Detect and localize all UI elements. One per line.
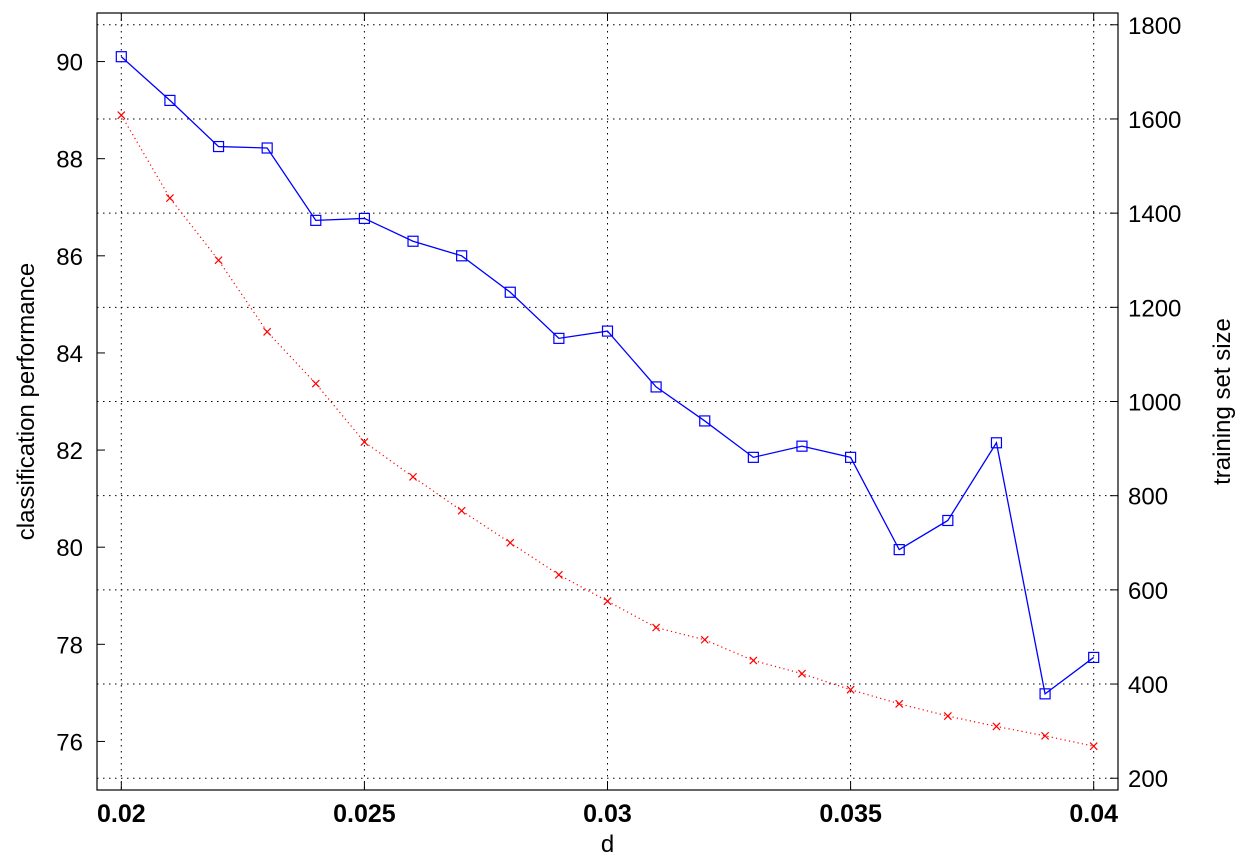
series-1-point-stroke bbox=[943, 712, 952, 721]
series-1-point bbox=[117, 111, 126, 120]
series-0-point bbox=[358, 212, 371, 225]
y-tick-label: 88 bbox=[56, 147, 83, 174]
series-0-point bbox=[796, 440, 808, 452]
series-1-point-stroke bbox=[554, 570, 563, 579]
series-0-point bbox=[844, 451, 857, 463]
series-1-point bbox=[603, 597, 612, 606]
series-0-point bbox=[407, 235, 419, 247]
series-1-point-stroke bbox=[457, 506, 466, 515]
y2-tick-label: 600 bbox=[1128, 578, 1168, 605]
series-1-point bbox=[457, 506, 466, 515]
series-1-point bbox=[992, 722, 1001, 731]
series-1-point bbox=[554, 570, 563, 579]
series-1-point bbox=[165, 194, 174, 203]
series-1-point-stroke bbox=[992, 722, 1001, 731]
series-0-point bbox=[310, 214, 322, 226]
series-1-point-stroke bbox=[1041, 731, 1050, 740]
y-tick-label: 82 bbox=[56, 438, 83, 465]
series-1-point bbox=[408, 472, 418, 481]
series-1-line bbox=[120, 114, 1094, 747]
grid bbox=[97, 13, 1118, 790]
series-1-point bbox=[749, 656, 758, 665]
series-1-point-stroke bbox=[214, 256, 223, 265]
series-1-point bbox=[506, 538, 515, 547]
x-axis-label: d bbox=[601, 831, 614, 858]
series-1-point-stroke bbox=[749, 656, 758, 665]
series-0-point bbox=[1088, 651, 1100, 664]
series-0-point bbox=[212, 140, 225, 153]
series-1-point bbox=[263, 327, 272, 336]
y2-tick-label: 1000 bbox=[1128, 390, 1181, 417]
y-tick-label: 86 bbox=[56, 244, 83, 271]
y2-tick-label: 200 bbox=[1128, 766, 1168, 793]
series-1-point bbox=[846, 685, 855, 694]
series-1-point bbox=[652, 623, 661, 632]
series-1-point bbox=[700, 635, 709, 644]
axis-ticks bbox=[97, 13, 1118, 790]
y-tick-label: 80 bbox=[56, 535, 83, 562]
x-tick-label: 0.02 bbox=[97, 800, 146, 828]
series-0-point bbox=[990, 437, 1003, 449]
series-1-point-stroke bbox=[506, 538, 515, 547]
series-1-point-stroke bbox=[408, 472, 418, 481]
y2-tick-label: 800 bbox=[1128, 484, 1168, 511]
series-0-point bbox=[942, 514, 954, 527]
series-1-point bbox=[1041, 731, 1050, 740]
series-0-point bbox=[699, 415, 711, 427]
series-1-point bbox=[214, 256, 223, 265]
series-0-point bbox=[504, 286, 516, 298]
series-0-point bbox=[553, 332, 565, 344]
series-1-point-stroke bbox=[263, 327, 272, 336]
series-1-point-stroke bbox=[311, 379, 320, 388]
series-1-point-stroke bbox=[700, 635, 709, 644]
tick-labels: 0.02 0.025 0.03 0.035 0.04 76 78 80 82 84 86 88 90 20… bbox=[56, 13, 1181, 828]
x-tick-label: 0.04 bbox=[1069, 800, 1118, 828]
series-0-point bbox=[601, 325, 614, 337]
series-0-point bbox=[456, 250, 468, 262]
series-layer bbox=[115, 51, 1100, 751]
series-0-point bbox=[650, 381, 662, 393]
series-1-point-stroke bbox=[1089, 742, 1098, 751]
series-0-point bbox=[261, 142, 273, 154]
series-1-point bbox=[1089, 742, 1098, 751]
series-1-point-stroke bbox=[603, 597, 612, 606]
series-0-point bbox=[164, 94, 176, 107]
series-0-point bbox=[893, 544, 905, 556]
y-tick-label: 76 bbox=[56, 729, 83, 756]
series-1-point-stroke bbox=[165, 194, 174, 203]
series-0-line bbox=[120, 56, 1095, 695]
series-1-point-stroke bbox=[797, 669, 807, 678]
series-1-point-stroke bbox=[895, 699, 904, 708]
x-tick-label: 0.03 bbox=[583, 800, 632, 828]
series-1-point-stroke bbox=[117, 111, 126, 120]
y-axis-label: classification performance bbox=[13, 263, 40, 540]
series-1-point bbox=[360, 437, 369, 447]
y2-tick-label: 1400 bbox=[1128, 201, 1181, 228]
y2-tick-label: 1200 bbox=[1128, 295, 1181, 322]
series-1-point bbox=[797, 669, 807, 678]
series-1-point bbox=[311, 379, 320, 388]
y-tick-label: 90 bbox=[56, 50, 83, 77]
series-1-point-stroke bbox=[652, 623, 661, 632]
series-0-point bbox=[747, 451, 759, 463]
y2-axis-label: training set size bbox=[1209, 318, 1236, 485]
series-1-point-stroke bbox=[360, 437, 369, 447]
y-tick-label: 78 bbox=[56, 632, 83, 659]
y-tick-label: 84 bbox=[56, 341, 83, 368]
series-1-point bbox=[895, 699, 904, 708]
y2-tick-label: 400 bbox=[1128, 672, 1168, 699]
series-1-point-stroke bbox=[846, 685, 855, 694]
x-tick-label: 0.025 bbox=[333, 800, 396, 828]
series-1-point bbox=[943, 712, 952, 721]
y2-tick-label: 1600 bbox=[1128, 107, 1181, 134]
series-0-point bbox=[1039, 688, 1051, 700]
series-0-point bbox=[115, 51, 127, 63]
x-tick-label: 0.035 bbox=[819, 800, 882, 828]
y2-tick-label: 1800 bbox=[1128, 13, 1181, 40]
